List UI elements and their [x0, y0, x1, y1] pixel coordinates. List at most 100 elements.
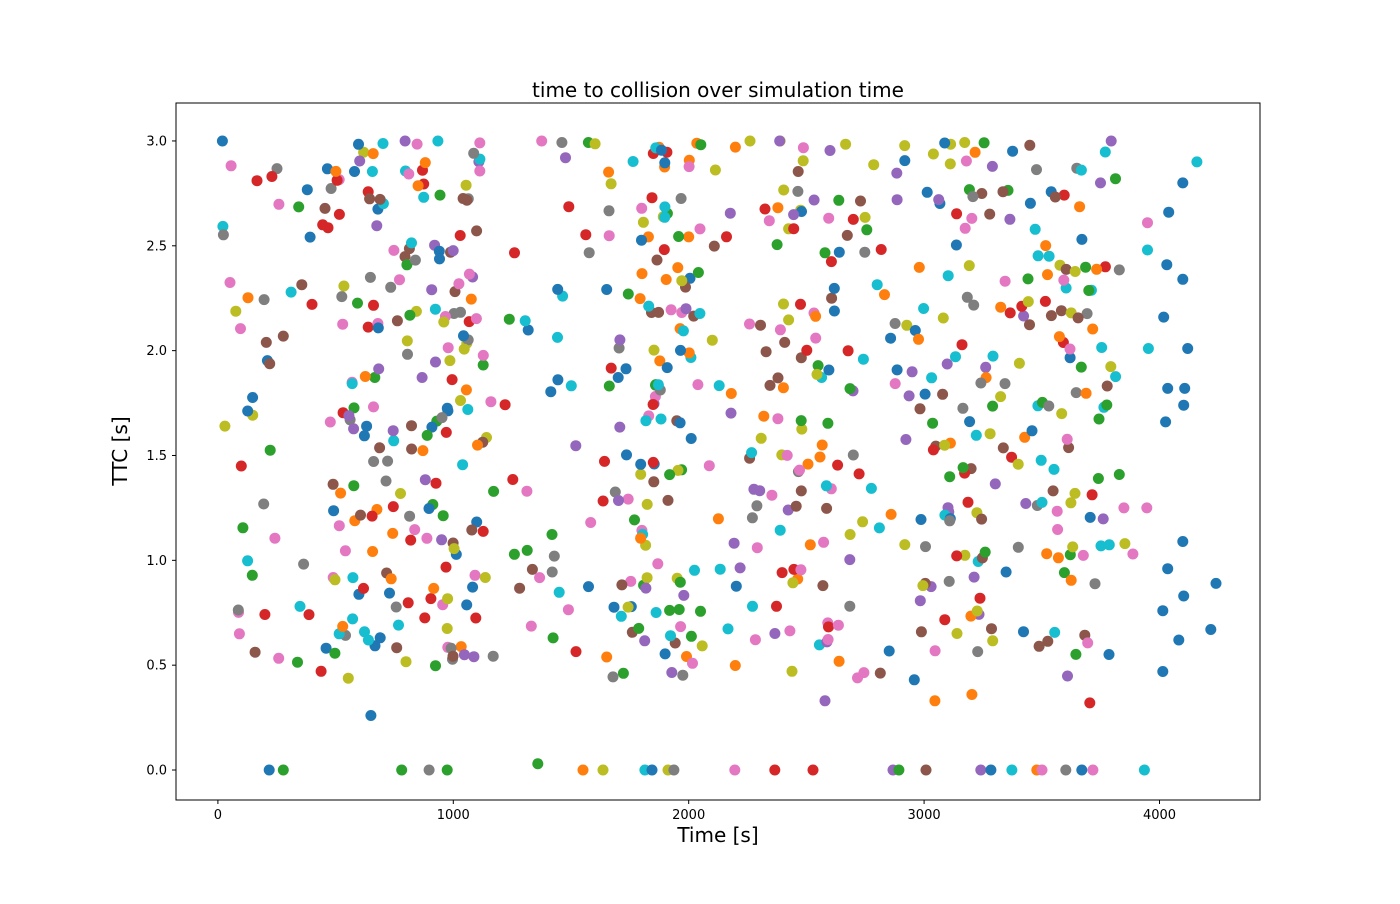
- scatter-point: [1076, 233, 1088, 245]
- scatter-point: [1095, 177, 1106, 189]
- scatter-point: [1178, 399, 1190, 411]
- scatter-point: [521, 544, 533, 556]
- scatter-point: [1051, 505, 1063, 517]
- scatter-point: [891, 364, 903, 376]
- scatter-point: [659, 201, 671, 213]
- scatter-point: [650, 607, 662, 618]
- scatter-point: [507, 474, 519, 485]
- scatter-point: [1089, 578, 1101, 590]
- scatter-point: [402, 597, 414, 609]
- scatter-point: [217, 229, 229, 241]
- scatter-point: [430, 660, 441, 672]
- scatter-point: [939, 439, 951, 451]
- scatter-point: [929, 645, 941, 657]
- scatter-point: [659, 157, 671, 169]
- scatter-point: [617, 667, 629, 679]
- scatter-point: [764, 379, 776, 391]
- scatter-point: [258, 498, 270, 510]
- scatter-point: [664, 469, 676, 481]
- scatter-point: [914, 403, 926, 415]
- scatter-point: [622, 288, 634, 300]
- scatter-point: [640, 582, 652, 594]
- scatter-point: [548, 550, 560, 562]
- scatter-point: [368, 456, 380, 467]
- scatter-point: [1040, 240, 1052, 252]
- scatter-point: [359, 626, 370, 638]
- scatter-point: [820, 480, 832, 492]
- scatter-point: [603, 166, 615, 178]
- scatter-point: [927, 444, 939, 456]
- scatter-point: [455, 395, 466, 406]
- scatter-point: [337, 318, 349, 330]
- scatter-point: [833, 194, 845, 206]
- scatter-point: [695, 139, 707, 151]
- scatter-point: [795, 564, 807, 576]
- scatter-point: [1064, 343, 1076, 355]
- scatter-point: [1087, 764, 1099, 776]
- scatter-point: [915, 626, 927, 638]
- scatter-point: [975, 764, 987, 776]
- scatter-point: [377, 138, 389, 149]
- scatter-point: [416, 372, 428, 383]
- scatter-point: [873, 522, 885, 534]
- scatter-point: [763, 215, 775, 227]
- scatter-point: [979, 546, 991, 558]
- scatter-point: [622, 601, 634, 613]
- scatter-point: [959, 137, 971, 148]
- scatter-point: [857, 353, 869, 365]
- scatter-point: [319, 202, 331, 214]
- scatter-point: [844, 554, 856, 566]
- scatter-point: [440, 561, 452, 573]
- scatter-point: [957, 402, 969, 414]
- scatter-point: [468, 651, 480, 663]
- scatter-point: [547, 632, 559, 644]
- scatter-point: [967, 191, 979, 203]
- scatter-point: [329, 647, 341, 659]
- scatter-point: [358, 582, 369, 594]
- scatter-point: [608, 601, 620, 613]
- scatter-point: [580, 229, 592, 241]
- scatter-point: [1182, 343, 1194, 354]
- scatter-point: [841, 229, 853, 241]
- scatter-point: [217, 220, 229, 232]
- scatter-point: [760, 346, 772, 358]
- scatter-point: [652, 379, 664, 391]
- scatter-point: [744, 135, 756, 147]
- scatter-point: [614, 421, 626, 433]
- scatter-point: [865, 482, 877, 494]
- scatter-point: [957, 462, 969, 474]
- scatter-point: [680, 303, 692, 315]
- scatter-point: [380, 475, 392, 487]
- scatter-point: [1060, 764, 1072, 776]
- scatter-point: [959, 222, 971, 234]
- scatter-point: [914, 595, 926, 607]
- scatter-point: [1105, 135, 1117, 147]
- scatter-point: [853, 468, 865, 480]
- scatter-point: [974, 592, 986, 604]
- scatter-point: [605, 178, 617, 190]
- scatter-point: [1024, 319, 1035, 331]
- scatter-point: [613, 495, 624, 506]
- scatter-point: [1070, 387, 1082, 399]
- scatter-point: [477, 525, 489, 537]
- scatter-point: [646, 192, 658, 204]
- scatter-point: [647, 456, 659, 468]
- scatter-point: [674, 417, 686, 429]
- x-axis-label: Time [s]: [676, 823, 758, 847]
- scatter-point: [871, 279, 883, 291]
- scatter-point: [919, 388, 931, 400]
- scatter-point: [441, 764, 453, 776]
- scatter-point: [675, 193, 687, 204]
- scatter-point: [769, 628, 781, 639]
- scatter-point: [985, 764, 997, 776]
- scatter-point: [470, 313, 482, 325]
- scatter-point: [230, 305, 242, 317]
- scatter-point: [447, 650, 459, 662]
- scatter-point: [1024, 139, 1036, 151]
- scatter-point: [469, 569, 481, 581]
- scatter-point: [333, 520, 345, 532]
- scatter-point: [296, 279, 308, 291]
- scatter-point: [964, 416, 976, 428]
- scatter-point: [1162, 563, 1174, 575]
- scatter-point: [995, 301, 1007, 313]
